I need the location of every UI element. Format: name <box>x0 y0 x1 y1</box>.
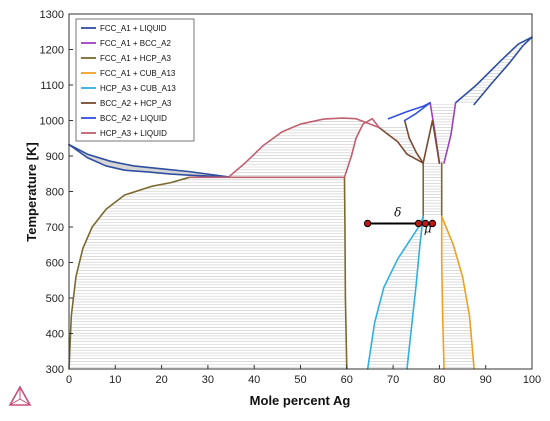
y-tick-label: 300 <box>46 364 64 376</box>
series-line-0-1 <box>68 143 230 178</box>
tie-line-annotation: δμ <box>363 205 437 235</box>
y-tick-label: 1200 <box>40 45 64 57</box>
legend-label: FCC_A1 + BCC_A2 <box>100 39 171 48</box>
series-line-3-0 <box>440 215 445 370</box>
series-line-2-0 <box>68 176 191 370</box>
series-line-3-1 <box>440 215 475 370</box>
series-line-5-1 <box>403 119 424 164</box>
series-line-7-1 <box>227 117 381 178</box>
series-line-7-2 <box>343 117 381 179</box>
x-tick-label: 90 <box>480 374 492 386</box>
thermo-calc-logo <box>8 385 32 406</box>
legend-label: FCC_A1 + LIQUID <box>100 24 167 33</box>
x-tick-label: 60 <box>341 374 353 386</box>
x-tick-label: 10 <box>109 374 121 386</box>
x-tick-label: 100 <box>523 374 541 386</box>
legend-label: HCP_A3 + CUB_A13 <box>100 84 176 93</box>
ticks: 0 10 20 30 40 50 60 70 80 90 100 300 400 500 600 700 800… <box>40 9 542 386</box>
tie-line-point <box>428 219 437 228</box>
series-line-2-1 <box>343 176 348 370</box>
x-tick-label: 70 <box>387 374 399 386</box>
legend-label: BCC_A2 + LIQUID <box>100 114 167 123</box>
y-tick-label: 1000 <box>40 116 64 128</box>
series-line-0-3 <box>454 36 533 104</box>
y-tick-label: 400 <box>46 329 64 341</box>
delta-label: δ <box>394 205 401 219</box>
y-tick-label: 1100 <box>40 80 64 92</box>
x-tick-label: 20 <box>155 374 167 386</box>
series-line-6-1 <box>387 101 431 120</box>
legend-label: FCC_A1 + HCP_A3 <box>100 54 171 63</box>
series-line-1-1 <box>443 101 457 164</box>
legend-label: BCC_A2 + HCP_A3 <box>100 99 172 108</box>
x-tick-label: 50 <box>294 374 306 386</box>
y-tick-label: 1300 <box>40 9 64 21</box>
series-line-4-1 <box>406 215 424 370</box>
y-tick-label: 600 <box>46 258 64 270</box>
tie-line-point <box>414 219 423 228</box>
y-tick-label: 900 <box>46 151 64 163</box>
phase-boundaries <box>68 36 533 370</box>
y-tick-label: 800 <box>46 187 64 199</box>
x-tick-label: 30 <box>202 374 214 386</box>
y-tick-label: 500 <box>46 293 64 305</box>
y-axis-title: Temperature [K] <box>24 142 39 241</box>
legend-label: FCC_A1 + CUB_A13 <box>100 69 176 78</box>
y-tick-label: 700 <box>46 222 64 234</box>
series-line-5-0 <box>378 126 424 164</box>
series-line-6-0 <box>403 101 431 122</box>
x-tick-label: 80 <box>433 374 445 386</box>
x-tick-label: 40 <box>248 374 260 386</box>
tie-line-point <box>421 219 430 228</box>
tie-line-hatching <box>69 39 530 368</box>
legend-label: HCP_A3 + LIQUID <box>100 129 167 138</box>
x-axis-title: Mole percent Ag <box>250 393 351 408</box>
x-tick-label: 0 <box>66 374 72 386</box>
legend: FCC_A1 + LIQUID FCC_A1 + BCC_A2 FCC_A1 + H… <box>75 18 195 142</box>
series-line-0-2 <box>473 36 533 106</box>
mu-label: μ <box>424 221 432 235</box>
series-line-5-2 <box>422 119 441 164</box>
fcc-liquid-lens <box>69 144 229 177</box>
series-line-0-0 <box>68 143 230 178</box>
tie-line-point <box>363 219 372 228</box>
legend-box <box>75 18 195 142</box>
